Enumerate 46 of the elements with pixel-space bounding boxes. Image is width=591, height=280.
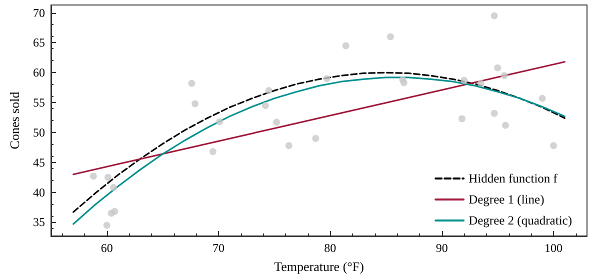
point	[262, 102, 269, 110]
x-tick-label: 90	[436, 241, 448, 255]
point	[111, 208, 118, 215]
point	[216, 118, 224, 126]
point	[273, 118, 280, 126]
point	[460, 76, 468, 84]
point	[110, 184, 118, 192]
y-tick-label: 40	[33, 185, 45, 200]
point	[209, 148, 216, 156]
point	[400, 79, 408, 86]
y-tick-label: 55	[33, 96, 45, 110]
point	[90, 172, 97, 180]
y-tick-label: 60	[33, 66, 45, 80]
point	[490, 12, 498, 20]
point	[312, 134, 320, 142]
point	[103, 222, 110, 229]
point	[188, 80, 196, 87]
point	[494, 64, 502, 72]
y-tick-label: 65	[33, 36, 45, 50]
point	[265, 87, 272, 94]
legend-label: Degree 2 (quadratic)	[468, 214, 572, 228]
x-tick-label: 80	[324, 241, 336, 255]
x-axis-title: Temperature (°F)	[274, 259, 364, 274]
point	[192, 100, 199, 108]
point	[502, 122, 509, 129]
point	[458, 115, 466, 122]
x-tick-label: 60	[100, 241, 113, 255]
legend-label: Degree 1 (line)	[468, 192, 544, 206]
point	[104, 174, 112, 181]
point	[342, 42, 350, 50]
y-tick-label: 70	[33, 6, 45, 20]
legend-label: Hidden function f	[468, 172, 558, 186]
point	[538, 94, 546, 102]
point	[500, 72, 508, 80]
point	[386, 33, 394, 40]
point	[490, 110, 498, 117]
y-tick-label: 50	[33, 125, 45, 140]
x-tick-label: 100	[544, 241, 562, 255]
x-tick-label: 70	[212, 241, 224, 255]
point	[323, 75, 330, 82]
point	[477, 80, 484, 87]
y-tick-label: 45	[33, 155, 45, 170]
point	[550, 142, 557, 150]
y-axis-title: Cones sold	[7, 91, 22, 150]
point	[285, 142, 292, 150]
y-tick-label: 35	[33, 215, 45, 230]
